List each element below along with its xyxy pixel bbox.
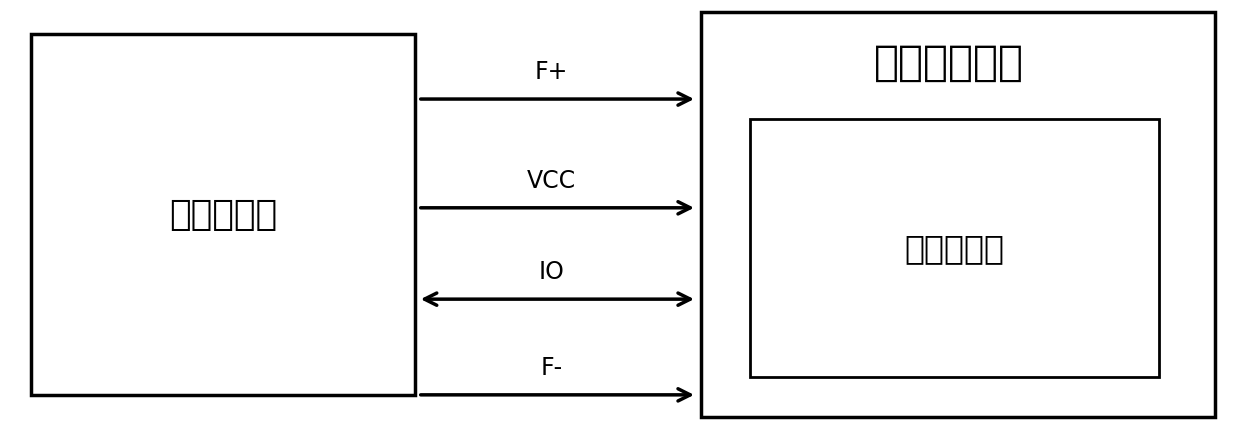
Text: 数据存储器: 数据存储器: [905, 232, 1004, 265]
Text: VCC: VCC: [527, 168, 577, 192]
Text: F+: F+: [536, 59, 568, 84]
Text: 电池主控器: 电池主控器: [169, 198, 278, 232]
Text: IO: IO: [539, 259, 564, 283]
Bar: [750, 119, 1159, 378]
Text: F-: F-: [541, 355, 563, 379]
Bar: [31, 35, 415, 395]
Text: 雾化器主控器: 雾化器主控器: [874, 42, 1023, 84]
Bar: [701, 13, 1215, 417]
